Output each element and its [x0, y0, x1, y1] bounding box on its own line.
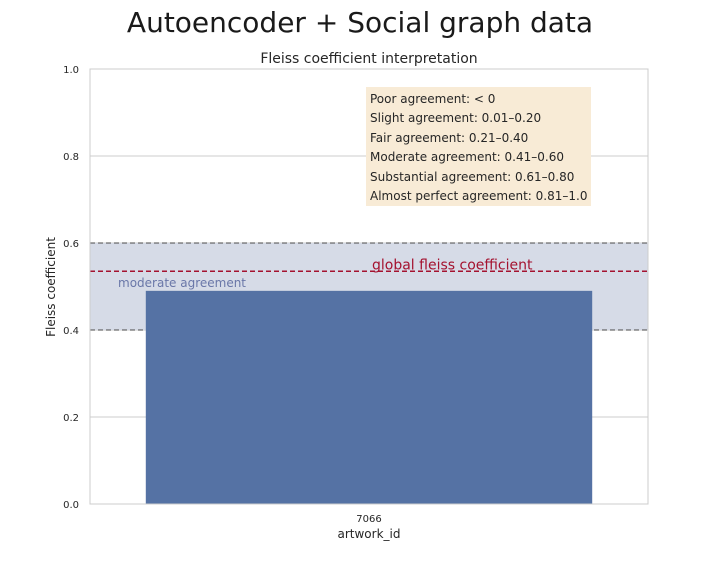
global-fleiss-label: global fleiss coefficient	[372, 257, 533, 273]
y-tick-label: 0.4	[63, 326, 79, 337]
chart-title: Fleiss coefficient interpretation	[260, 51, 477, 67]
bar	[145, 290, 593, 504]
annotation-line-moderate: Moderate agreement: 0.41–0.60	[370, 150, 564, 165]
annotation-line-fair: Fair agreement: 0.21–0.40	[370, 130, 529, 145]
annotation-line-almost-perfect: Almost perfect agreement: 0.81–1.0	[370, 189, 588, 204]
y-axis-label: Fleiss coefficient	[44, 237, 58, 337]
agreement-scale-annotation: Poor agreement: < 0 Slight agreement: 0.…	[366, 87, 591, 206]
annotation-line-substantial: Substantial agreement: 0.61–0.80	[370, 169, 575, 184]
plot-frame	[89, 68, 649, 505]
y-tick-label: 0.8	[63, 152, 79, 163]
annotation-line-slight: Slight agreement: 0.01–0.20	[370, 111, 542, 126]
y-tick-label: 0.6	[63, 239, 79, 250]
annotation-line-poor: Poor agreement: < 0	[370, 92, 496, 106]
y-tick-label: 1.0	[63, 65, 79, 76]
figure-title: Autoencoder + Social graph data	[126, 6, 594, 39]
band-label: moderate agreement	[118, 276, 246, 290]
y-tick-label: 0.2	[63, 413, 79, 424]
x-tick-label: 7066	[356, 514, 381, 525]
y-tick-label: 0.0	[63, 500, 79, 511]
x-axis-label: artwork_id	[338, 527, 401, 541]
